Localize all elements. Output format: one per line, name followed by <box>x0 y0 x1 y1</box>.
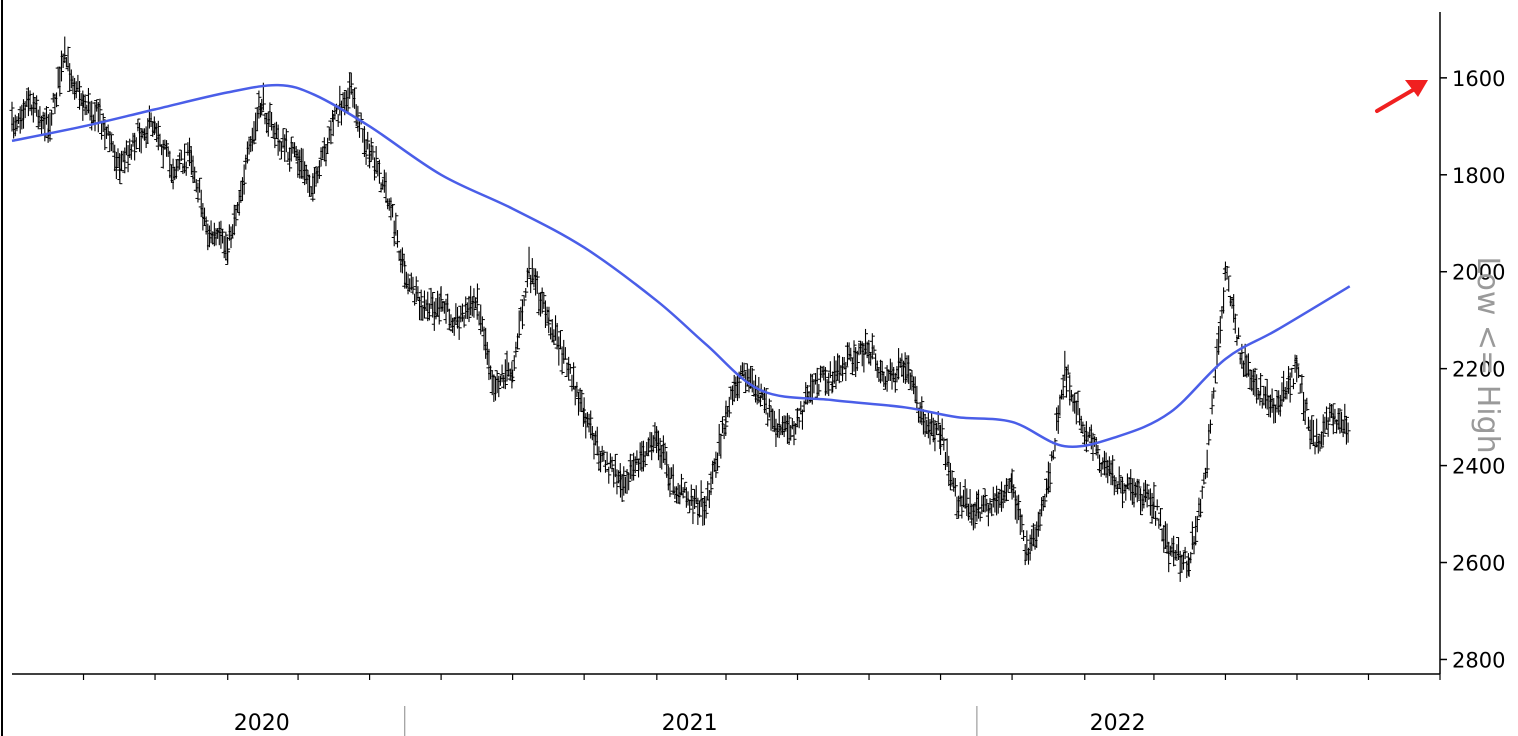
y-tick-label: 1800 <box>1452 164 1505 188</box>
y-tick-label: 2600 <box>1452 552 1505 576</box>
y-tick-label: 1600 <box>1452 67 1505 91</box>
arrow-shaft <box>1375 85 1420 113</box>
y-axis: 1600 1800 2000 2200 2400 2600 2800 <box>1440 67 1505 672</box>
x-axis <box>82 674 1441 736</box>
y-tick-label: 2000 <box>1452 261 1505 285</box>
y-tick-label: 2200 <box>1452 358 1505 382</box>
year-label: 2020 <box>234 711 290 736</box>
y-axis-title: Low <= High <box>1470 256 1505 453</box>
chart-frame <box>1 0 1441 736</box>
y-tick-label: 2800 <box>1452 648 1505 672</box>
price-series <box>9 36 1351 582</box>
red-arrow-annotation <box>1375 80 1428 113</box>
year-label: 2022 <box>1090 711 1146 736</box>
year-label: 2021 <box>662 711 718 736</box>
y-tick-label: 2400 <box>1452 455 1505 479</box>
arrow-head <box>1405 80 1428 97</box>
year-labels: 2020 2021 2022 <box>234 711 1146 736</box>
moving-average-line <box>11 83 1351 448</box>
